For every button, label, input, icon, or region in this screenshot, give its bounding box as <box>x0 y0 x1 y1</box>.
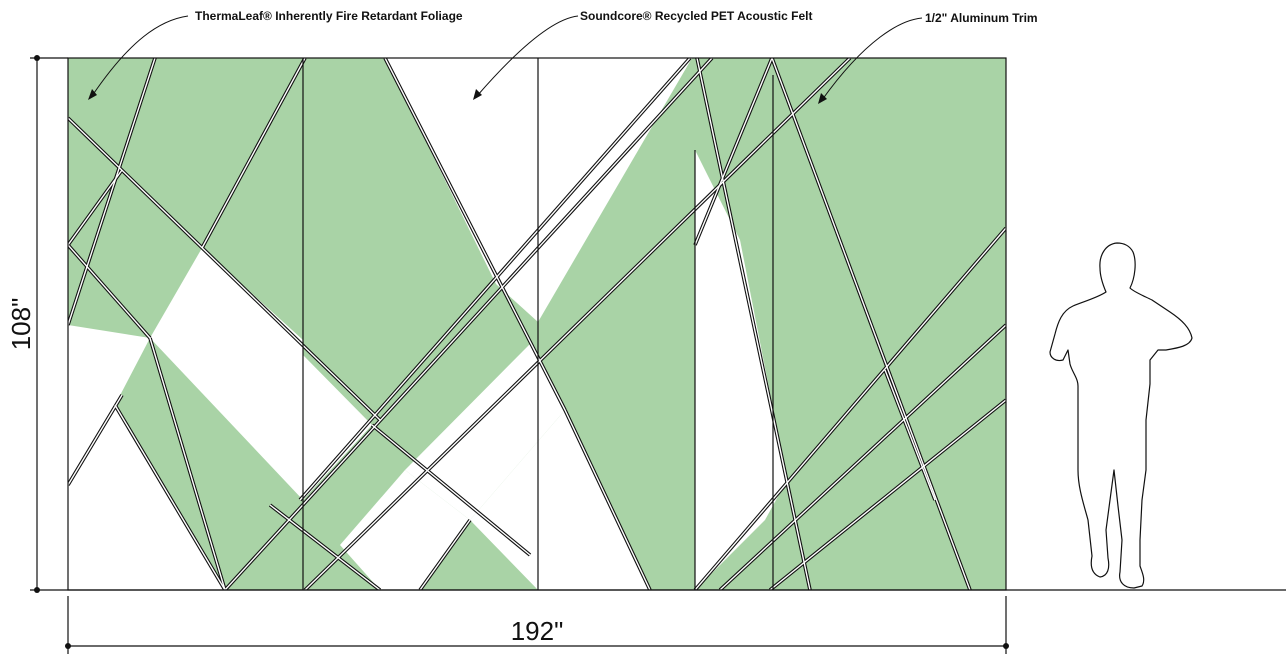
felt-region-left-lower <box>68 325 150 485</box>
width-dimension-dot-right <box>1003 643 1009 649</box>
height-dimension-dot-top <box>34 55 40 61</box>
height-dimension-dot-bottom <box>34 587 40 593</box>
felt-region-center <box>303 355 372 500</box>
felt-region-left-middle <box>150 248 303 500</box>
callout-trim-label: 1/2" Aluminum Trim <box>925 11 1038 25</box>
felt-region-center-right <box>405 344 565 520</box>
felt-region-tall-sliver <box>695 150 787 590</box>
height-dimension-label: 108" <box>6 298 36 351</box>
callout-arrowheads <box>88 89 827 104</box>
callout-leaders <box>91 15 923 101</box>
width-dimension-label: 192" <box>511 616 564 646</box>
felt-region-lower-right-center <box>470 410 650 590</box>
felt-region-left-bottom <box>68 405 225 590</box>
human-scale-figure <box>1049 242 1193 589</box>
aluminum-trim-lines <box>68 58 1006 590</box>
felt-region-top-center <box>385 58 538 322</box>
callout-felt-label: Soundcore® Recycled PET Acoustic Felt <box>580 9 812 23</box>
width-dimension-dot-left <box>65 643 71 649</box>
callout-foliage-label: ThermaLeaf® Inherently Fire Retardant Fo… <box>195 9 463 23</box>
felt-region-lower-center <box>340 470 470 590</box>
